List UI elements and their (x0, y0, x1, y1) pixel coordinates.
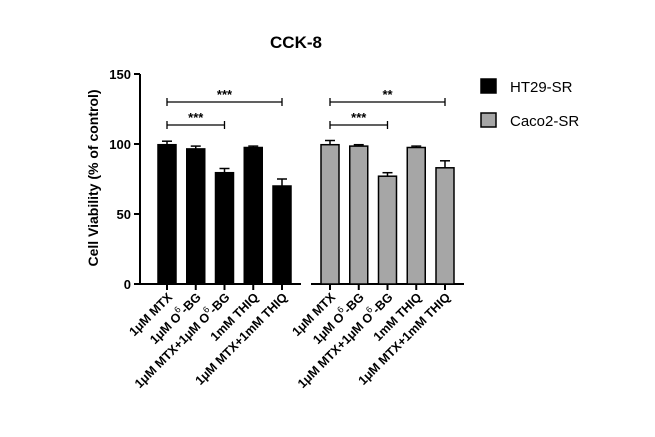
bar (406, 146, 426, 285)
y-tick-label: 50 (117, 207, 131, 222)
bar (157, 143, 177, 285)
bar (320, 143, 340, 285)
legend: HT29-SR Caco2-SR (480, 78, 579, 130)
legend-swatch (480, 112, 497, 128)
bar (349, 145, 369, 285)
bar (377, 175, 398, 285)
bar (435, 167, 455, 285)
bar (243, 146, 263, 285)
y-tick-label: 0 (124, 277, 131, 292)
significance-label: *** (351, 110, 367, 125)
legend-label: HT29-SR (510, 79, 573, 96)
bar (214, 171, 235, 285)
significance-label: ** (382, 87, 393, 102)
legend-swatch (480, 78, 497, 94)
bar (272, 185, 292, 285)
y-tick-label: 100 (109, 137, 131, 152)
chart-title: CCK-8 (270, 33, 322, 52)
y-axis-label: Cell Viability (% of control) (85, 89, 101, 266)
significance-label: *** (217, 87, 233, 102)
legend-label: Caco2-SR (510, 113, 579, 130)
significance-label: *** (188, 110, 204, 125)
y-tick-label: 150 (109, 67, 131, 82)
bar (186, 148, 206, 285)
